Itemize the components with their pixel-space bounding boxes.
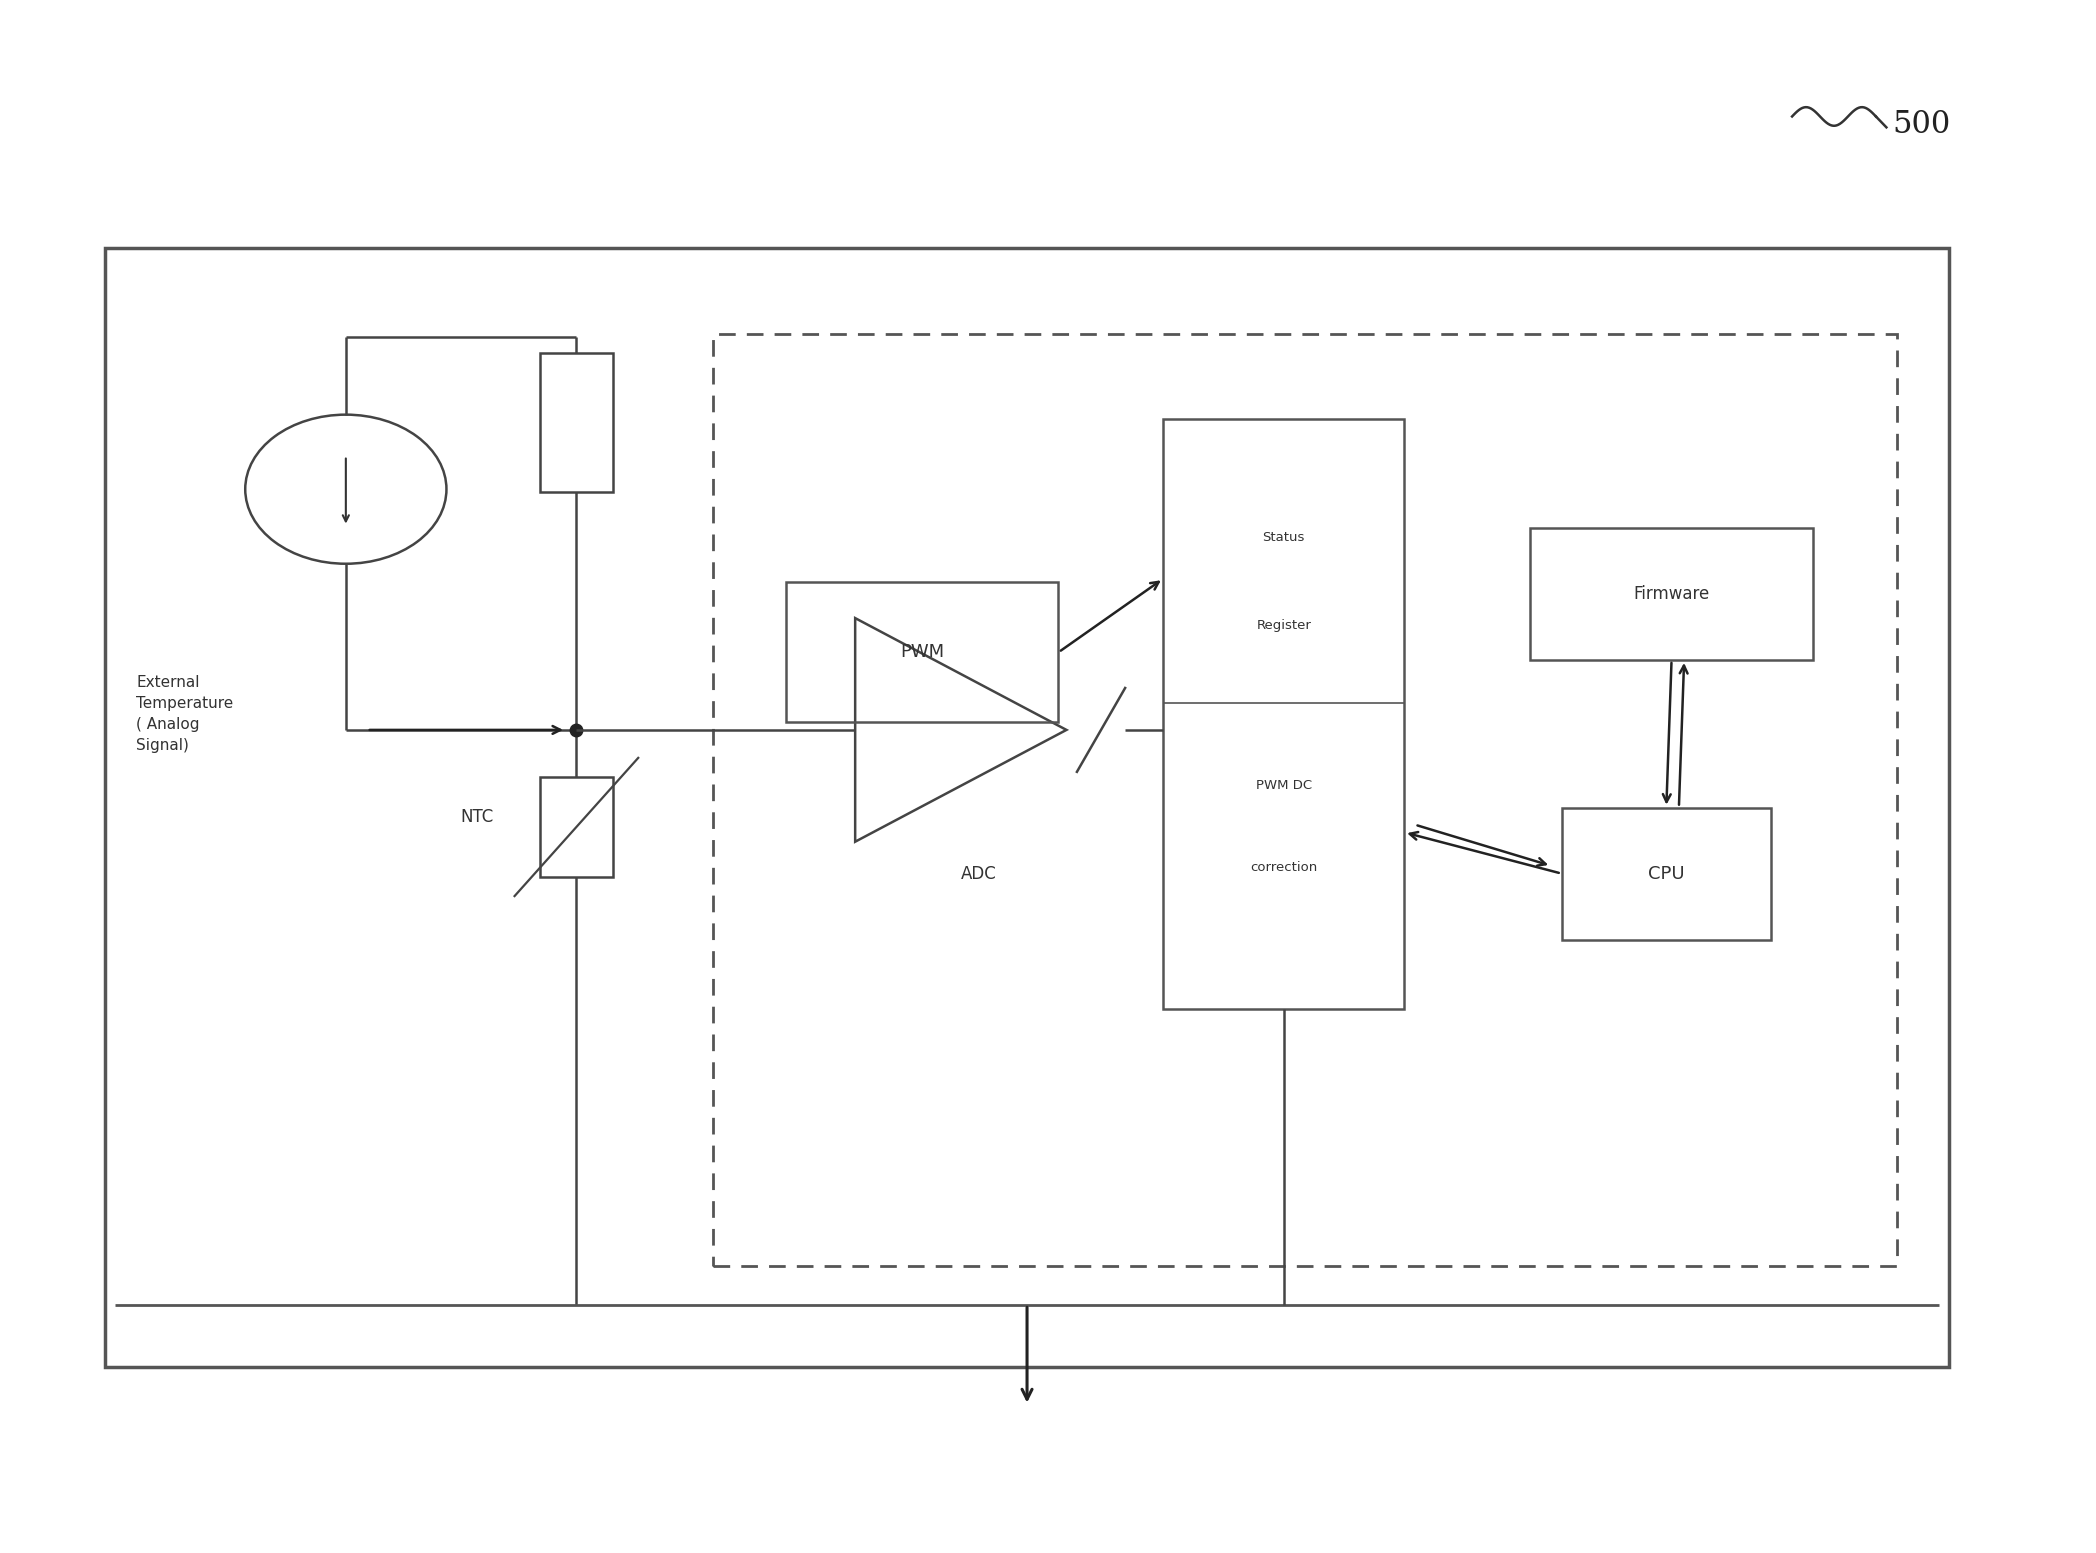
Text: ADC: ADC	[960, 865, 998, 884]
Text: PWM: PWM	[899, 643, 945, 662]
Bar	[1530, 528, 1813, 660]
Text: Firmware: Firmware	[1633, 585, 1710, 603]
Text: correction: correction	[1249, 862, 1318, 874]
Text: CPU: CPU	[1647, 865, 1685, 882]
Bar	[541, 353, 612, 492]
Bar	[1562, 808, 1771, 940]
Text: Status: Status	[1262, 531, 1306, 544]
Text: NTC: NTC	[461, 808, 495, 826]
Text: Register: Register	[1256, 620, 1312, 632]
Text: 500: 500	[1893, 109, 1951, 140]
Text: PWM DC: PWM DC	[1256, 778, 1312, 792]
Bar	[713, 334, 1897, 1266]
Bar	[541, 776, 612, 877]
Text: External
Temperature
( Analog
Signal): External Temperature ( Analog Signal)	[136, 676, 233, 753]
Bar	[105, 248, 1949, 1367]
Bar	[786, 582, 1058, 722]
Bar	[1163, 419, 1404, 1009]
